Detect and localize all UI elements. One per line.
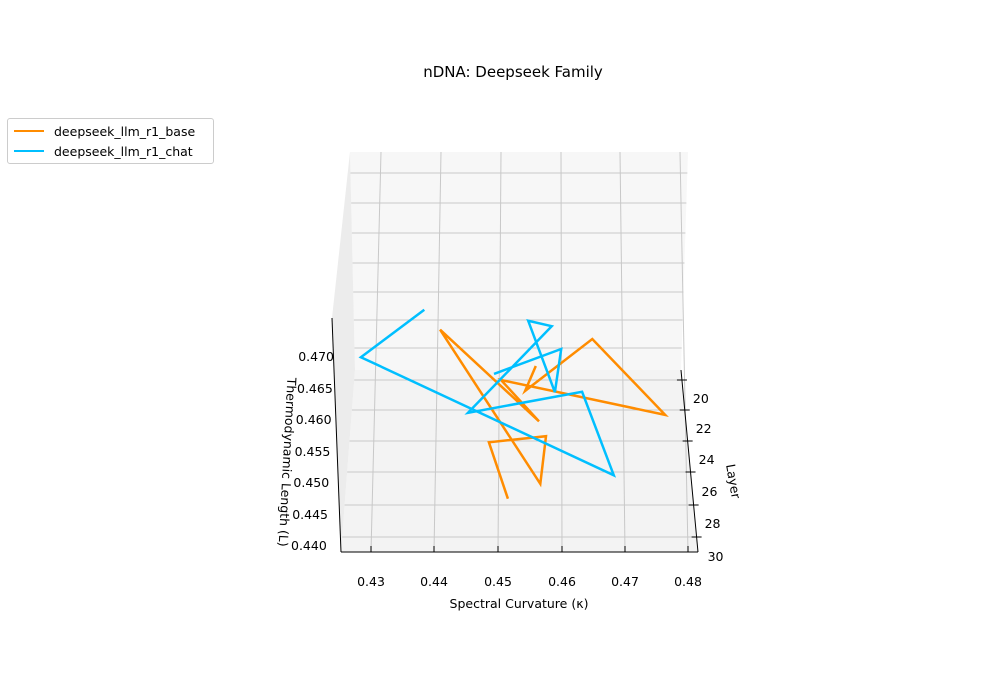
z-tick-label: 26 [702, 484, 718, 499]
series-line-deepseek_llm_r1_base [439, 328, 669, 500]
x-tick-label: 0.45 [484, 574, 512, 589]
back-wall-pane [350, 152, 688, 370]
y-tick-label: 0.440 [291, 538, 327, 553]
legend-item-chat: deepseek_llm_r1_chat [14, 142, 193, 160]
legend-swatch-base [14, 130, 44, 132]
legend-label-base: deepseek_llm_r1_base [54, 123, 196, 139]
y-tick-label: 0.460 [296, 412, 332, 427]
series-line-deepseek_llm_r1_chat [358, 308, 617, 478]
y-tick-label: 0.465 [297, 381, 333, 396]
y-tick-label: 0.455 [295, 444, 331, 459]
x-tick-label: 0.46 [548, 574, 576, 589]
x-tick-label: 0.43 [357, 574, 385, 589]
z-tick-label: 28 [705, 516, 721, 531]
z-tick-label: 20 [693, 391, 709, 406]
kappa-gridline [370, 151, 382, 553]
kappa-gridline [433, 151, 442, 553]
kappa-gridline [497, 151, 502, 553]
x-tick-label: 0.44 [420, 574, 448, 589]
x-tick-label: 0.47 [611, 574, 639, 589]
kappa-gridline [619, 151, 626, 553]
series-lines [358, 308, 669, 500]
z-tick-label: 30 [708, 549, 724, 564]
legend-item-base: deepseek_llm_r1_base [14, 122, 195, 140]
legend-swatch-chat [14, 150, 44, 152]
y-tick-label: 0.470 [298, 349, 334, 364]
x-axis-label: Spectral Curvature (κ) [450, 596, 589, 611]
y-tick-label: 0.445 [292, 507, 328, 522]
tick-labels: 0.43 0.44 0.45 0.46 0.47 0.48 0.440 0.445 0.450 0… [291, 349, 724, 589]
chart-title: nDNA: Deepseek Family [423, 63, 603, 81]
x-tick-label: 0.48 [674, 574, 702, 589]
L-axis-line [331, 317, 342, 553]
side-wall-pane [332, 152, 355, 552]
z-tick-label: 24 [699, 452, 715, 467]
floor-pane [341, 370, 698, 552]
layer-axis-line [680, 369, 699, 553]
z-axis-label: Layer [723, 463, 744, 501]
y-tick-label: 0.450 [293, 475, 329, 490]
kappa-gridline [679, 151, 689, 553]
legend: deepseek_llm_r1_base deepseek_llm_r1_cha… [7, 118, 214, 164]
z-tick-label: 22 [696, 421, 712, 436]
legend-label-chat: deepseek_llm_r1_chat [54, 143, 193, 159]
